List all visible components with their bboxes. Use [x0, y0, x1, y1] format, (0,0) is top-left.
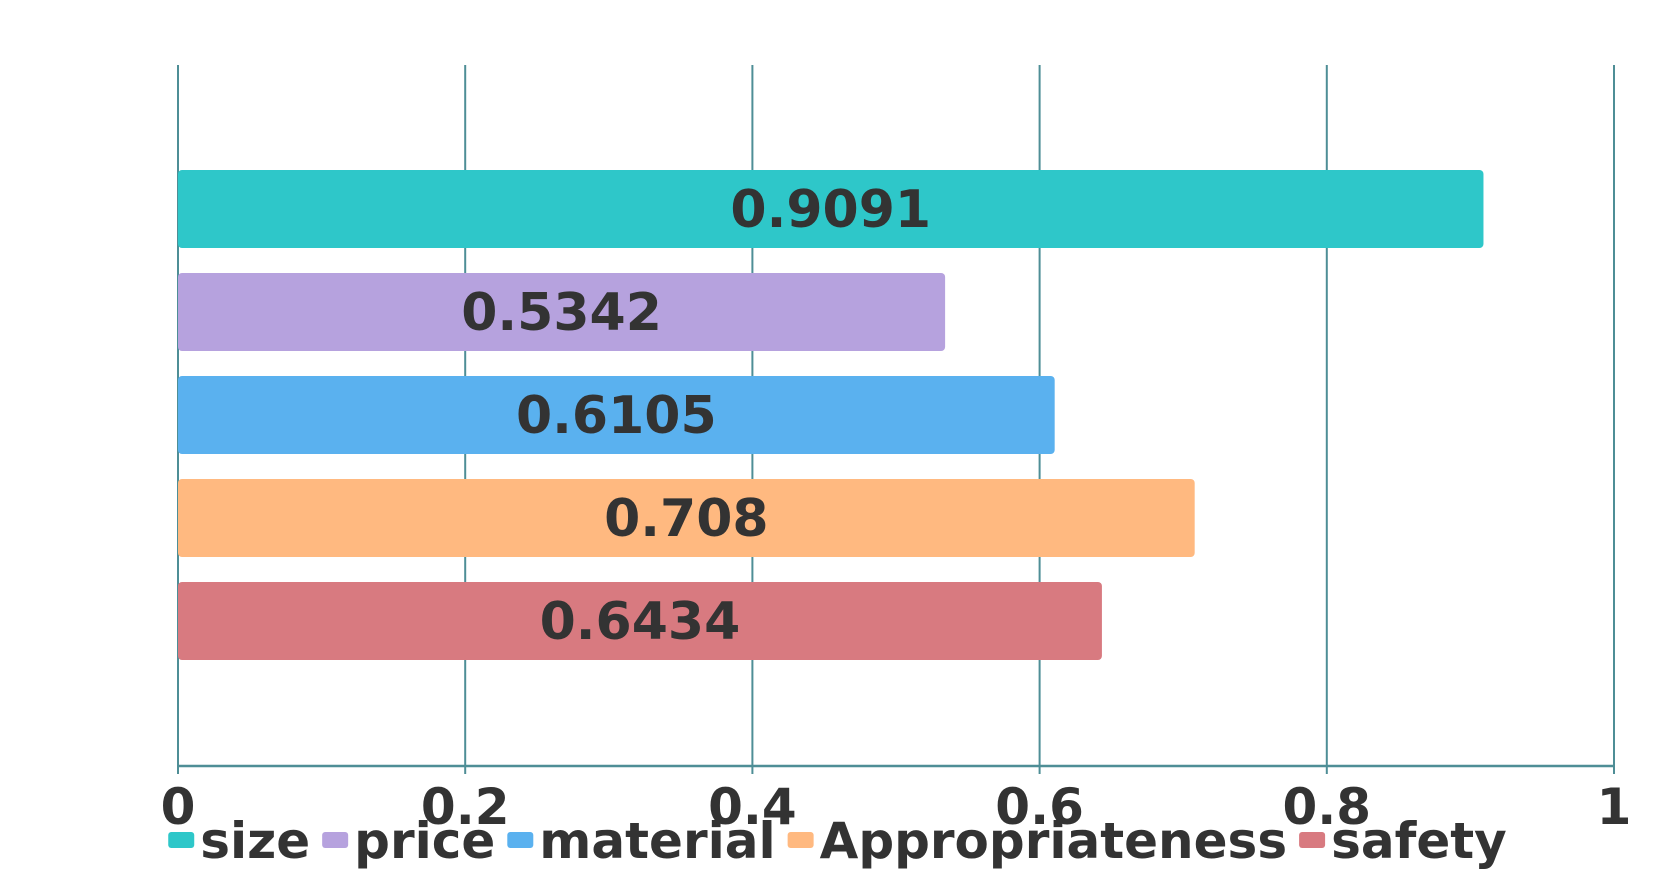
legend-item-safety[interactable]: safety	[1299, 812, 1507, 870]
x-axis: 0 0.2 0.4 0.6 0.8 1	[161, 764, 1632, 836]
legend-label: size	[200, 812, 310, 870]
legend-swatch	[507, 832, 534, 848]
legend-item-price[interactable]: price	[322, 812, 495, 870]
x-tick-label: 0	[161, 778, 196, 836]
bar-size[interactable]	[178, 170, 1484, 248]
x-tick-label: 1	[1597, 778, 1632, 836]
legend-label: material	[539, 812, 775, 870]
legend-item-material[interactable]: material	[507, 812, 776, 870]
bar-value-label: 0.6105	[516, 386, 717, 446]
legend-swatch	[1299, 832, 1326, 848]
bar-value-label: 0.5342	[461, 283, 662, 343]
legend[interactable]: size price material Appropriateness safety	[168, 812, 1507, 870]
legend-swatch	[168, 832, 195, 848]
x-tick-label: 0.8	[1283, 778, 1372, 836]
bar-price[interactable]	[178, 273, 946, 351]
legend-item-appropriateness[interactable]: Appropriateness	[787, 812, 1287, 870]
legend-label: price	[354, 812, 495, 870]
bar-safety[interactable]	[178, 582, 1102, 660]
legend-swatch	[322, 832, 349, 848]
bar-value-label: 0.6434	[540, 592, 741, 652]
x-tick-label: 0.2	[421, 778, 510, 836]
bar-appropriateness[interactable]	[178, 479, 1195, 557]
bar-layer: 0.9091 0.5342 0.6105 0.708 0.6434	[178, 170, 1484, 660]
legend-swatch	[787, 832, 814, 848]
bar-value-label: 0.708	[604, 489, 768, 549]
legend-label: Appropriateness	[820, 812, 1287, 870]
bar-value-label: 0.9091	[730, 180, 931, 240]
bar-material[interactable]	[178, 376, 1055, 454]
legend-item-size[interactable]: size	[168, 812, 310, 870]
legend-label: safety	[1331, 812, 1507, 870]
x-tick-label: 0.4	[708, 778, 797, 836]
x-tick-label: 0.6	[995, 778, 1084, 836]
